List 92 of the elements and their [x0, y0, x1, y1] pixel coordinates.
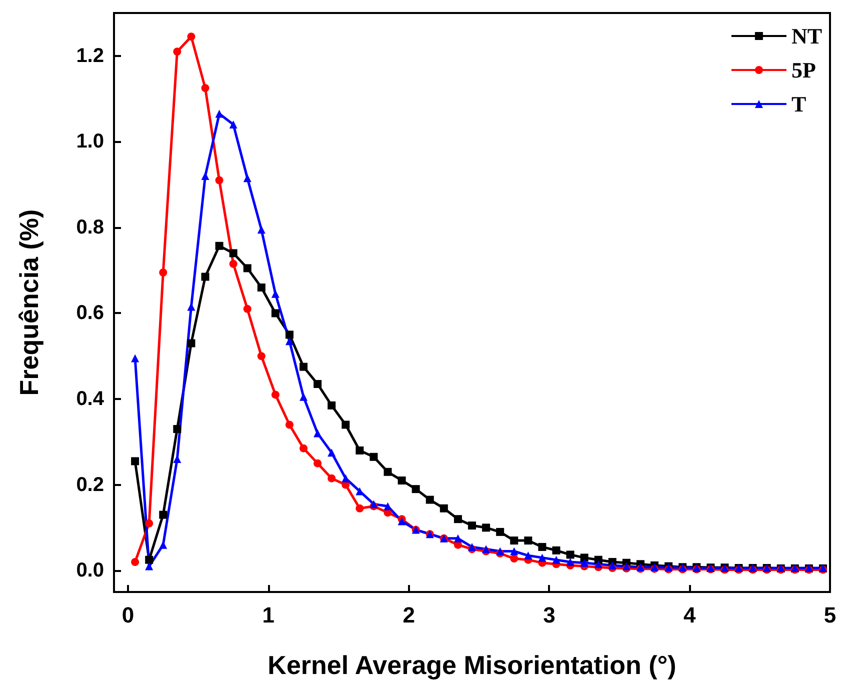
- point: [580, 554, 588, 562]
- legend-label: NT: [791, 24, 822, 48]
- x-tick-label: 0: [122, 602, 134, 628]
- point: [229, 260, 238, 268]
- point: [300, 444, 308, 452]
- point: [356, 446, 364, 454]
- point: [328, 401, 336, 410]
- y-axis-title: Frequência (%): [14, 209, 44, 396]
- point: [173, 425, 182, 434]
- point: [243, 174, 252, 182]
- point: [496, 528, 504, 536]
- point: [384, 468, 392, 476]
- point: [524, 552, 532, 560]
- x-axis-title: Kernel Average Misorientation (°): [268, 650, 676, 680]
- y-tick-label: 0.0: [76, 560, 104, 582]
- y-tick-label: 0.8: [76, 216, 104, 238]
- point: [538, 554, 546, 562]
- point: [145, 556, 154, 564]
- point: [328, 474, 336, 482]
- point: [342, 474, 350, 482]
- point: [580, 558, 588, 567]
- point: [426, 496, 434, 504]
- point: [384, 502, 392, 510]
- point: [187, 32, 196, 41]
- point: [454, 534, 462, 542]
- point: [243, 264, 252, 272]
- point: [173, 48, 182, 56]
- point: [145, 519, 154, 528]
- point: [243, 304, 252, 313]
- point: [482, 524, 490, 532]
- point: [356, 504, 364, 512]
- point: [300, 392, 308, 401]
- point: [468, 542, 476, 551]
- point: [215, 176, 224, 184]
- point: [510, 547, 518, 556]
- point: [412, 485, 420, 494]
- point: [229, 120, 238, 129]
- point: [398, 476, 406, 484]
- point: [285, 337, 294, 346]
- point: [314, 459, 322, 468]
- point: [271, 390, 280, 399]
- point: [342, 420, 350, 429]
- y-tick-label: 0.4: [76, 388, 105, 410]
- point: [314, 380, 322, 388]
- point: [145, 562, 154, 570]
- point: [566, 558, 574, 566]
- point: [510, 536, 518, 545]
- point: [328, 448, 336, 457]
- point: [286, 420, 294, 429]
- point: [370, 452, 378, 461]
- y-tick-label: 1.2: [76, 44, 104, 67]
- x-tick-label: 4: [683, 602, 696, 628]
- point: [468, 522, 476, 530]
- point: [131, 457, 140, 466]
- point: [131, 558, 140, 566]
- point: [552, 546, 560, 554]
- point: [285, 330, 294, 339]
- point: [159, 268, 168, 276]
- point: [594, 560, 602, 568]
- point: [201, 84, 210, 92]
- point: [566, 550, 574, 559]
- point: [440, 504, 448, 512]
- point: [271, 290, 280, 298]
- point: [257, 226, 266, 234]
- point: [257, 283, 266, 292]
- x-tick-label: 2: [402, 602, 415, 628]
- point: [271, 309, 280, 318]
- x-tick-label: 3: [543, 602, 556, 628]
- point: [314, 429, 322, 438]
- point: [608, 561, 616, 570]
- x-tick-label: 5: [824, 602, 836, 628]
- point: [215, 242, 224, 250]
- y-tick-label: 0.2: [76, 474, 104, 496]
- point: [552, 556, 560, 564]
- point: [201, 272, 210, 281]
- point: [187, 339, 196, 348]
- point: [257, 352, 266, 360]
- point: [215, 110, 224, 118]
- y-tick-label: 0.6: [76, 302, 104, 324]
- point: [159, 510, 168, 519]
- legend-label: T: [791, 92, 806, 116]
- point: [454, 515, 462, 524]
- legend-label: 5P: [791, 58, 816, 82]
- point: [300, 362, 308, 371]
- point: [229, 249, 238, 258]
- point: [131, 354, 140, 362]
- point: [524, 536, 532, 545]
- point: [510, 554, 518, 563]
- point: [538, 542, 546, 551]
- point: [201, 172, 210, 180]
- x-tick-label: 1: [262, 602, 275, 628]
- y-tick-label: 1.0: [76, 130, 104, 153]
